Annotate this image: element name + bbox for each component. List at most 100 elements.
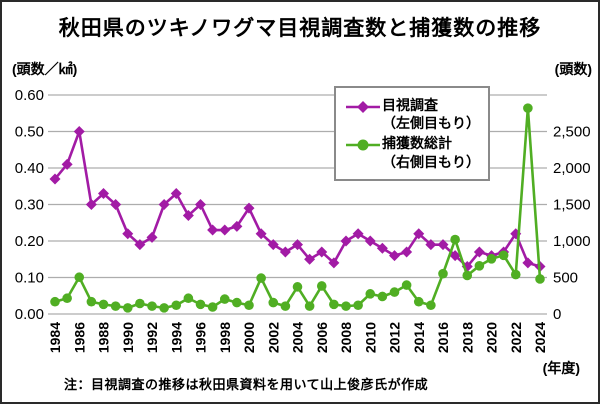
- captures-point-marker: [438, 268, 448, 279]
- survey-point-marker: [267, 239, 279, 251]
- x-axis-tick-label: 1990: [120, 322, 136, 353]
- captures-point-marker: [122, 303, 133, 313]
- survey-point-marker: [376, 242, 388, 254]
- x-axis-tick-label: 2014: [411, 322, 427, 353]
- survey-point-marker: [364, 235, 376, 247]
- legend-item-survey: 目視調査 （左側目もり）: [344, 96, 480, 132]
- left-axis-tick-label: 0.40: [15, 160, 44, 177]
- left-axis-tick-label: 0.10: [15, 270, 44, 287]
- x-axis-tick-label: 2002: [265, 322, 281, 353]
- captures-point-marker: [401, 280, 412, 290]
- captures-point-marker: [171, 300, 182, 311]
- survey-point-marker: [340, 235, 352, 247]
- captures-point-marker: [365, 289, 376, 299]
- survey-legend-marker-icon: [346, 101, 380, 113]
- survey-point-marker: [255, 228, 267, 240]
- survey-point-marker: [316, 246, 328, 258]
- captures-point-marker: [232, 297, 242, 308]
- x-axis-tick-label: 2024: [532, 322, 548, 353]
- x-axis-tick-label: 2012: [387, 322, 403, 353]
- survey-point-marker: [352, 228, 364, 240]
- captures-point-marker: [510, 269, 521, 280]
- captures-point-marker: [256, 273, 266, 283]
- captures-point-marker: [98, 299, 109, 310]
- survey-point-marker: [279, 246, 291, 258]
- captures-point-marker: [377, 291, 388, 302]
- x-axis-tick-label: 2000: [241, 322, 257, 353]
- survey-point-marker: [207, 224, 219, 236]
- left-axis-tick-label: 0.50: [15, 124, 44, 141]
- left-axis-tick-label: 0.00: [15, 306, 44, 323]
- legend-label-survey-line2: （左側目もり）: [382, 115, 480, 132]
- legend-label-captures-line1: 捕獲数総計: [382, 135, 452, 152]
- survey-point-marker: [170, 188, 182, 200]
- right-axis-tick-label: 1,000: [553, 233, 591, 250]
- x-axis-tick-label: 1994: [168, 322, 184, 353]
- captures-point-marker: [244, 300, 254, 311]
- survey-point-marker: [73, 126, 85, 137]
- survey-point-marker: [328, 257, 340, 269]
- survey-point-marker: [98, 188, 109, 200]
- captures-point-marker: [207, 302, 218, 312]
- captures-point-marker: [486, 254, 497, 264]
- right-axis-tick-label: 500: [553, 270, 578, 287]
- survey-point-marker: [61, 158, 73, 170]
- legend-label-survey: 目視調査 （左側目もり）: [382, 96, 480, 132]
- x-axis-tick-label: 1986: [71, 322, 87, 353]
- x-axis-tick-label: 2016: [435, 322, 451, 353]
- x-axis-tick-label: 1992: [144, 322, 160, 353]
- left-axis-tick-label: 0.60: [15, 87, 44, 104]
- survey-point-marker: [292, 239, 303, 251]
- x-axis-tick-label: 2006: [314, 322, 330, 353]
- captures-point-marker: [183, 293, 194, 304]
- legend: 目視調査 （左側目もり） 捕獲数総計 （右側目もり）: [334, 86, 490, 181]
- x-axis-tick-label: 1996: [193, 322, 209, 353]
- x-axis-unit-label: (年度): [542, 360, 580, 376]
- survey-point-marker: [425, 239, 437, 251]
- survey-point-marker: [195, 199, 206, 210]
- survey-point-marker: [182, 209, 194, 221]
- captures-point-marker: [498, 250, 509, 261]
- captures-point-marker: [450, 234, 460, 245]
- captures-point-marker: [147, 301, 157, 311]
- captures-point-marker: [462, 270, 473, 281]
- captures-point-marker: [353, 300, 363, 311]
- x-axis-tick-label: 2004: [290, 322, 306, 353]
- survey-point-marker: [110, 199, 122, 210]
- x-axis-tick-label: 2022: [508, 322, 524, 353]
- survey-point-marker: [134, 239, 146, 251]
- left-axis-unit-label: (頭数／㎢): [12, 61, 77, 77]
- survey-point-marker: [122, 228, 134, 240]
- captures-point-marker: [268, 297, 279, 308]
- captures-point-marker: [292, 282, 303, 292]
- right-axis-tick-label: 2,000: [553, 160, 591, 177]
- legend-item-captures: 捕獲数総計 （右側目もり）: [344, 134, 480, 170]
- survey-point-marker: [304, 253, 316, 265]
- captures-point-marker: [219, 294, 230, 304]
- survey-point-marker: [449, 250, 461, 262]
- legend-label-survey-line1: 目視調査: [382, 97, 438, 113]
- right-axis-tick-label: 2,500: [553, 124, 591, 141]
- survey-point-marker: [146, 231, 158, 243]
- survey-point-marker: [85, 199, 97, 210]
- captures-point-marker: [535, 274, 545, 284]
- legend-label-captures-line2: （右側目もり）: [382, 153, 480, 170]
- captures-point-marker: [316, 281, 327, 291]
- captures-point-marker: [523, 103, 533, 113]
- x-axis-tick-label: 2018: [459, 322, 475, 353]
- captures-point-marker: [159, 303, 169, 313]
- survey-point-marker: [389, 250, 400, 262]
- captures-point-marker: [195, 299, 206, 310]
- legend-label-captures: 捕獲数総計 （右側目もり）: [382, 134, 480, 170]
- left-axis-tick-label: 0.30: [15, 197, 44, 214]
- captures-point-marker: [280, 301, 291, 311]
- left-axis-tick-label: 0.20: [15, 233, 44, 250]
- captures-point-marker: [474, 261, 485, 271]
- x-axis-tick-label: 2008: [338, 322, 354, 353]
- x-axis-tick-label: 1988: [96, 322, 112, 353]
- survey-point-marker: [413, 228, 425, 240]
- right-axis-tick-label: 0: [553, 306, 561, 323]
- captures-point-marker: [50, 296, 60, 307]
